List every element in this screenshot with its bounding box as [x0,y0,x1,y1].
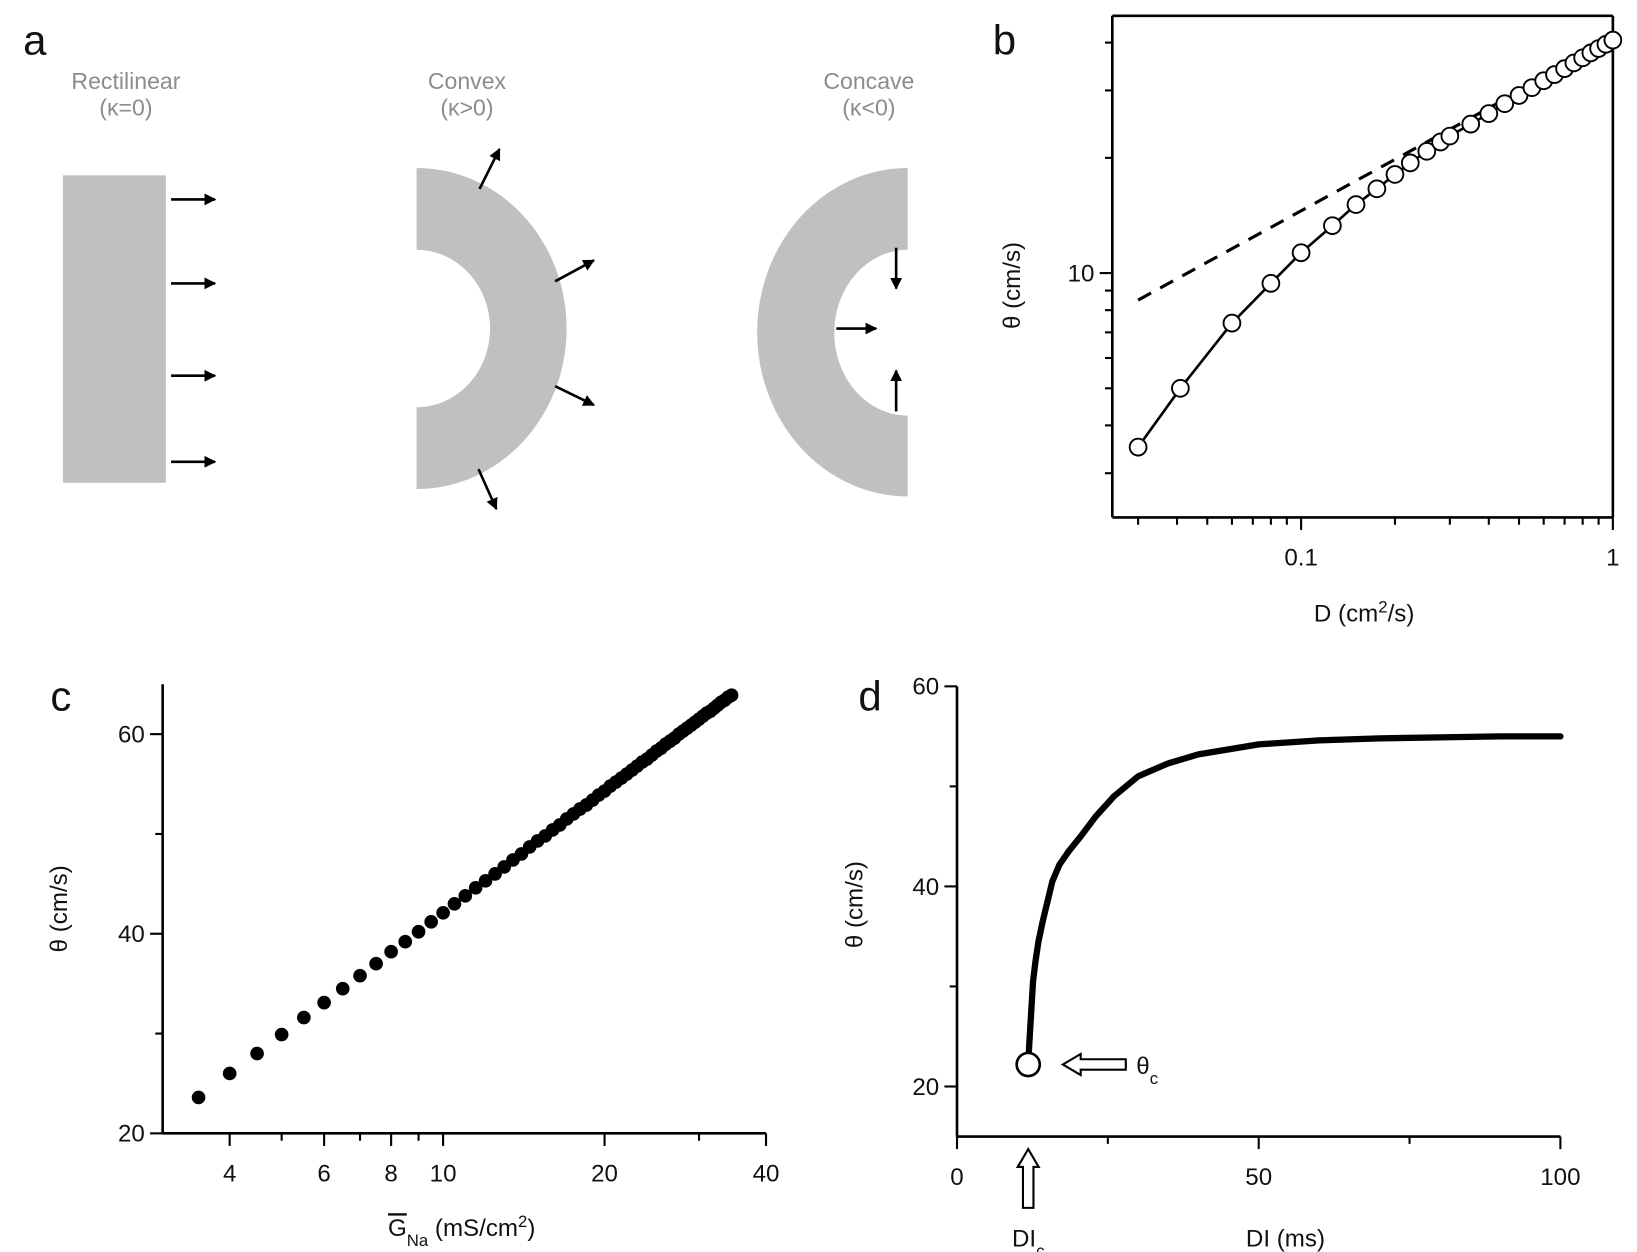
data-point [1417,141,1437,161]
x-tick-label: 8 [384,1161,397,1188]
x-tick-label: 50 [1245,1164,1272,1191]
y-axis-label: θ (cm/s) [842,861,869,948]
x-axis-label: D (cm2/s) [1314,597,1414,628]
shape-kappa: (κ>0) [440,94,493,120]
critical-point [1015,1051,1042,1078]
text-part: 2 [1378,597,1387,616]
x-tick-label: 40 [753,1161,780,1188]
y-tick-label: 20 [118,1121,145,1148]
concave-front [757,167,908,497]
panel-label: d [858,672,881,719]
y-axis-label: θ (cm/s) [999,242,1026,329]
y-tick-label: 60 [912,674,939,701]
x-tick-label: 0 [950,1164,963,1191]
data-point [424,914,438,929]
data-point [369,956,383,971]
y-tick-label: 20 [912,1074,939,1101]
data-point [222,1066,237,1081]
data-point [458,889,473,903]
data-point [1385,165,1405,184]
text-part: DI [1012,1226,1036,1252]
theta-c-label: θc [1136,1053,1158,1088]
data-point [1171,378,1190,398]
shape-title: Convex [428,68,507,94]
data-point [1495,94,1515,114]
data-point [411,924,426,939]
x-tick-label: 10 [430,1161,457,1188]
rectilinear-arrows [171,193,217,468]
y-tick-label: 40 [118,921,145,948]
data-point [1222,313,1242,333]
x-axis-label: DI (ms) [1246,1226,1325,1252]
x-tick-label: 4 [223,1161,236,1188]
text-part: ) [527,1215,535,1242]
x-axis-label: GNa (mS/cm2) [388,1212,535,1250]
shape-kappa: (κ<0) [842,94,895,120]
data-point [1461,114,1481,134]
panel-label: a [23,17,47,64]
rectilinear-front [62,175,166,483]
data-point [1400,153,1420,173]
data-point [1479,104,1499,123]
convex-front [416,167,567,490]
data-point [250,1046,264,1061]
data-point [317,995,331,1010]
di-arrow [1015,1147,1041,1209]
data-point [447,896,462,911]
y-axis-label: θ (cm/s) [46,865,73,952]
text-part: D (cm [1314,600,1378,627]
data-line [1025,733,1564,1068]
panel-label: b [993,17,1016,64]
y-tick-label: 60 [118,722,145,749]
text-part: /s) [1388,600,1415,627]
data-point [1261,274,1281,293]
dashed-line [1137,38,1614,302]
x-tick-label: 1 [1606,545,1619,572]
data-point [191,1090,206,1105]
text-part: c [1150,1068,1158,1087]
data-point [297,1010,311,1025]
text-part: Na [407,1231,429,1250]
text-part: 2 [518,1212,527,1231]
data-point [1367,179,1387,199]
data-point [478,874,493,888]
shape-kappa: (κ=0) [99,94,152,120]
data-point [1291,243,1311,263]
data-point [398,934,413,949]
data-point [436,905,450,920]
x-tick-label: 0.1 [1284,545,1318,572]
di-c-label: DIc [1012,1226,1045,1252]
theta-arrow [1060,1052,1127,1077]
y-tick-label: 10 [1068,260,1095,287]
concave-arrows [836,247,903,412]
convex-arrows [477,148,595,511]
data-point [1323,216,1342,235]
data-point [1440,126,1460,146]
data-point [1603,30,1623,50]
data-point [274,1027,289,1042]
y-tick-label: 40 [912,874,939,901]
data-point [1128,437,1148,457]
data-point [335,981,350,996]
data-point [1346,195,1366,214]
text-part: (mS/cm [428,1215,518,1242]
data-point [724,688,739,703]
shape-title: Concave [823,68,914,94]
text-part: G [388,1215,407,1242]
x-tick-label: 100 [1540,1164,1580,1191]
panel-label: c [50,672,71,719]
data-line [1136,38,1615,449]
data-point [468,881,483,895]
text-part: θ [1136,1053,1149,1080]
shape-title: Rectilinear [71,68,180,94]
x-tick-label: 6 [317,1161,330,1188]
data-point [384,944,398,959]
data-point [353,968,367,983]
text-part: c [1036,1241,1044,1252]
x-tick-label: 20 [591,1161,618,1188]
